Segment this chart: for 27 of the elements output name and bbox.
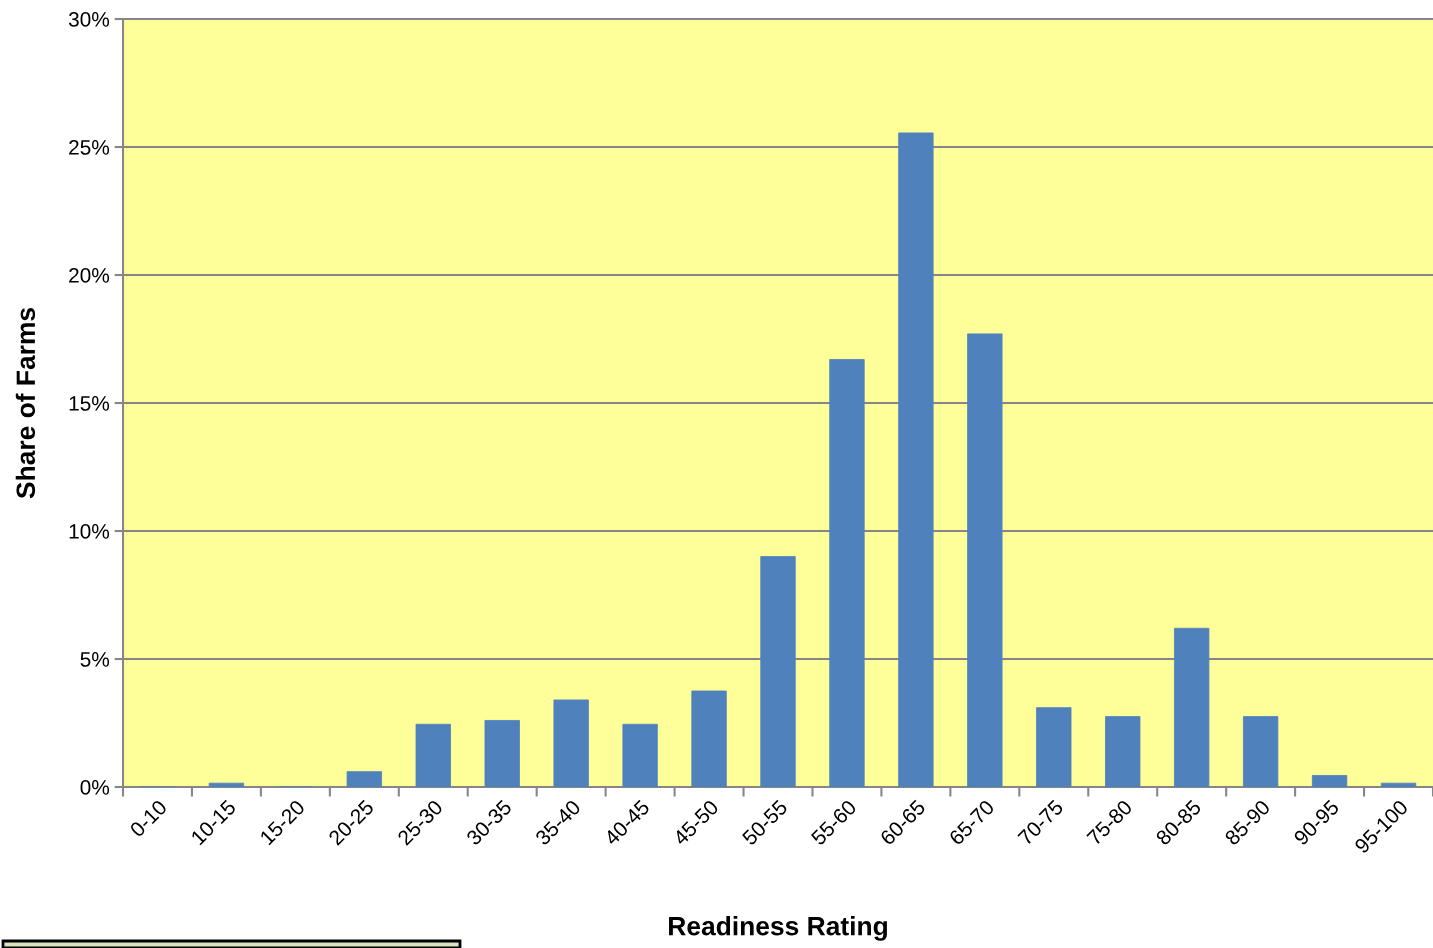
y-axis-title: Share of Farms [15, 308, 36, 499]
bar [208, 782, 245, 787]
bar [760, 556, 796, 787]
bar [346, 771, 382, 787]
y-tick-label: 20% [69, 268, 110, 283]
bar [1105, 716, 1141, 787]
y-tick-label: 25% [69, 140, 110, 155]
bar [553, 699, 589, 787]
bar [829, 359, 865, 787]
bar [1380, 782, 1417, 787]
y-tick-label: 0% [80, 780, 110, 795]
y-tick-label: 30% [68, 12, 110, 27]
bar [691, 690, 727, 787]
x-tick-label: 0-10 [128, 799, 168, 838]
x-axis-title: Readiness Rating [669, 916, 887, 941]
bar [967, 333, 1003, 787]
bar [1311, 775, 1348, 787]
y-tick-label: 5% [80, 652, 110, 667]
y-tick-label: 10% [69, 524, 110, 539]
bar [898, 132, 934, 787]
bar [622, 723, 658, 787]
bar [484, 720, 520, 787]
y-tick-label: 15% [69, 396, 110, 411]
bar [415, 723, 451, 787]
bar [1036, 707, 1072, 787]
bar [1242, 716, 1279, 787]
bar [1174, 627, 1210, 787]
